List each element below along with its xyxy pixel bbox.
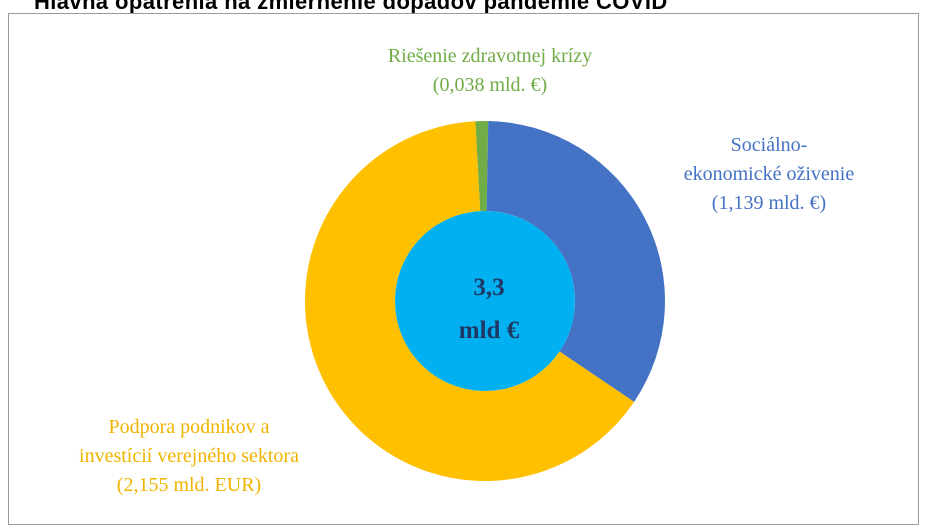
center-total-value: 3,3 bbox=[473, 274, 505, 301]
donut-slices bbox=[305, 121, 665, 481]
slice-label-socio-economic: Sociálno- ekonomické oživenie (1,139 mld… bbox=[629, 131, 909, 218]
slice-label-line: Riešenie zdravotnej krízy bbox=[387, 45, 593, 67]
chart-frame: Riešenie zdravotnej krízy (0,038 mld. €)… bbox=[8, 13, 919, 525]
donut-chart bbox=[305, 121, 665, 481]
slice-value-label: (2,155 mld. EUR) bbox=[116, 474, 262, 496]
top-title-strip: Hlavná opatrenia na zmiernenie dopadov p… bbox=[0, 0, 930, 14]
slice-label-health-crisis: Riešenie zdravotnej krízy (0,038 mld. €) bbox=[309, 42, 671, 100]
slice-value-label: (0,038 mld. €) bbox=[432, 74, 548, 96]
slice-socio-economic bbox=[486, 121, 665, 402]
slice-label-line: investícií verejného sektora bbox=[79, 445, 299, 467]
slice-label-line: ekonomické oživenie bbox=[683, 163, 855, 185]
center-circle bbox=[395, 211, 575, 391]
slice-business-support bbox=[305, 121, 635, 481]
slice-health-crisis bbox=[475, 121, 489, 212]
top-title-text: Hlavná opatrenia na zmiernenie dopadov p… bbox=[34, 0, 668, 14]
center-total-label: 3,3 mld € bbox=[399, 266, 579, 352]
slice-label-business-support: Podpora podnikov a investícií verejného … bbox=[39, 413, 339, 500]
slice-label-line: Sociálno- bbox=[730, 134, 808, 156]
slice-value-label: (1,139 mld. €) bbox=[711, 192, 827, 214]
slice-label-line: Podpora podnikov a bbox=[108, 416, 270, 438]
center-total-unit: mld € bbox=[458, 317, 520, 344]
